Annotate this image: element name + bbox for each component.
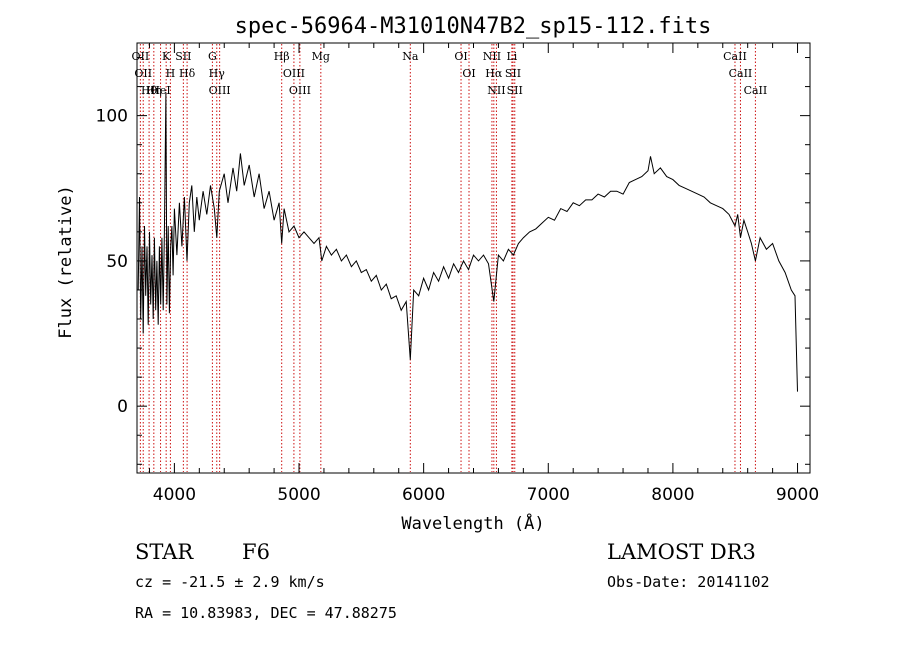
spectral-line-label: CaII (729, 67, 753, 80)
spectral-line-label: HeI (150, 84, 170, 97)
y-tick-label: 100 (96, 107, 128, 127)
spectral-line-label: Hη (146, 84, 162, 97)
spectral-line-label: Hα (485, 67, 503, 80)
plot-frame (136, 42, 811, 474)
x-tick-label: 8000 (651, 485, 694, 505)
object-subclass: F6 (242, 540, 270, 564)
spectral-line-label: OIII (283, 67, 305, 80)
coordinates: RA = 10.83983, DEC = 47.88275 (135, 604, 397, 622)
y-tick-label: 50 (106, 252, 128, 272)
axis-tick-labels: 4000 5000 6000 7000 8000 9000 0 50 100 (96, 107, 820, 505)
survey-name: LAMOST DR3 (607, 540, 756, 564)
x-tick-label: 6000 (402, 485, 445, 505)
y-tick-label: 0 (117, 397, 128, 417)
redshift-velocity: cz = -21.5 ± 2.9 km/s (135, 573, 325, 591)
observation-date: Obs-Date: 20141102 (607, 573, 770, 591)
x-tick-label: 5000 (277, 485, 320, 505)
spectral-line-label: Na (402, 50, 419, 63)
spectral-lines (139, 44, 756, 472)
spectral-line-label: NII (487, 84, 505, 97)
x-tick-label: 9000 (776, 485, 819, 505)
spectral-line-label: Li (506, 50, 517, 63)
spectral-line-label: OI (454, 50, 467, 63)
spectral-line-label: OIII (289, 84, 311, 97)
spectral-line-label: SII (507, 84, 523, 97)
spectral-line-label: OI (462, 67, 475, 80)
x-tick-label: 7000 (527, 485, 570, 505)
spectral-line-label: K (162, 50, 171, 63)
x-axis-label: Wavelength (Å) (401, 512, 544, 534)
spectral-line-label: OII (134, 67, 152, 80)
spectral-line-label: Hθ (141, 84, 158, 97)
object-class: STAR (135, 540, 194, 564)
x-tick-label: 4000 (153, 485, 196, 505)
y-axis-label: Flux (relative) (56, 185, 76, 339)
spectral-line-label: Hβ (274, 50, 290, 63)
spectral-line-label: CaII (723, 50, 747, 63)
spectral-line-label: SII (175, 50, 191, 63)
spectral-line-label: Mg (312, 50, 330, 63)
spectral-line-label: OII (132, 50, 150, 63)
spectral-line-label: OIII (209, 84, 231, 97)
spectral-line-label: G (208, 50, 217, 63)
spectral-line-label: SII (505, 67, 521, 80)
spectral-line-label: NII (483, 50, 501, 63)
axis-ticks (137, 43, 810, 473)
spectral-line-label: CaII (744, 84, 768, 97)
chart-title: spec-56964-M31010N47B2_sp15-112.fits (235, 14, 712, 39)
spectral-line-label: Hγ (209, 67, 226, 80)
spectral-line-label: Hδ (179, 67, 196, 80)
flux-series-line (137, 92, 798, 392)
spectral-line-label: H (166, 67, 176, 80)
